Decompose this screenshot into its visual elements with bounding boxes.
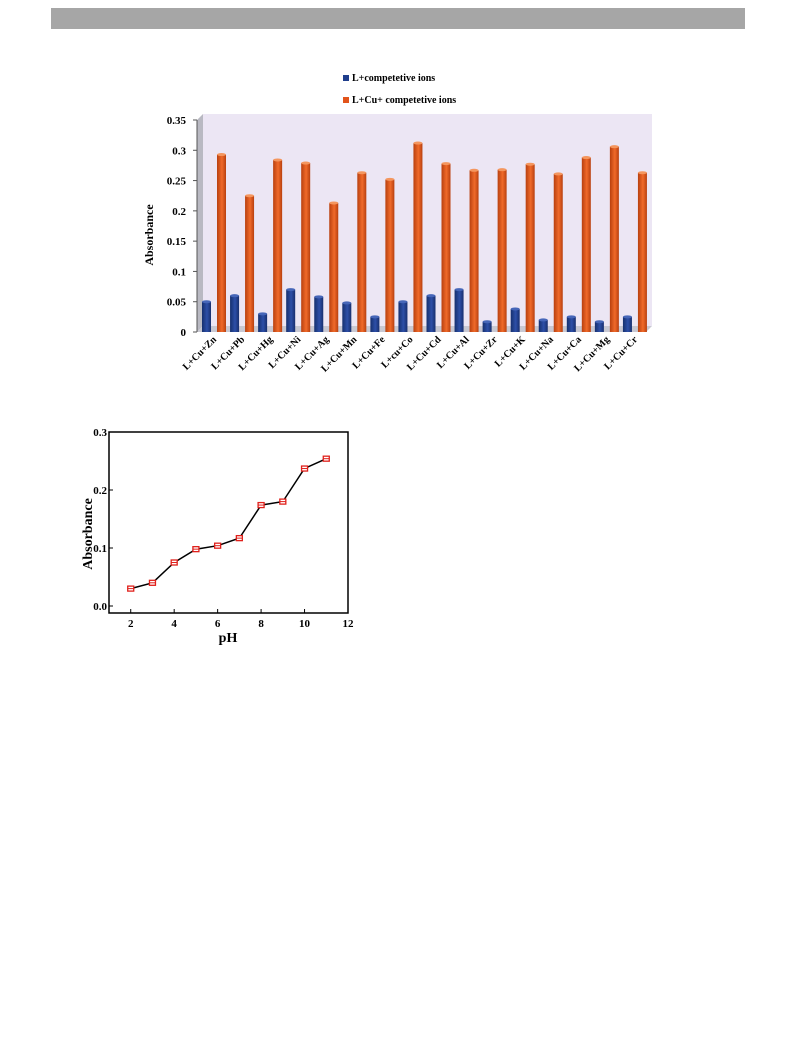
bar-l-competetive-l-cu-ca xyxy=(566,316,576,332)
line-chart-y-tick-label: 0.3 xyxy=(93,427,107,439)
bar-top-cap xyxy=(525,162,535,166)
bar-top-cap xyxy=(413,141,423,145)
bar-l-competetive-l-cu-zr xyxy=(482,321,492,332)
bar-l-cu-competetive-l-cu-mg xyxy=(609,146,619,332)
line-chart-y-label: Absorbance xyxy=(81,498,96,570)
bar-top-cap xyxy=(314,295,324,299)
bar-top-cap xyxy=(202,300,211,304)
line-chart-x-tick-label: 12 xyxy=(343,618,355,630)
bar-l-competetive-l-cu-ni xyxy=(286,289,296,332)
bar-top-cap xyxy=(230,294,240,298)
bar-l-cu-competetive-l-cu-ca xyxy=(581,157,591,332)
bar-top-cap xyxy=(385,177,395,181)
line-chart-x-tick-label: 10 xyxy=(299,618,311,630)
bar-l-cu-competetive-l-cu-co xyxy=(413,143,423,332)
bar-l-cu-competetive-l-cu-zn xyxy=(217,154,226,332)
bar-top-cap xyxy=(329,201,339,205)
bar-l-competetive-l-cu-ag xyxy=(314,296,324,332)
bar-top-cap xyxy=(342,301,352,305)
bar-chart-y-label: Absorbance xyxy=(142,204,156,266)
line-chart-y-tick-label: 0.2 xyxy=(93,485,107,497)
bar-l-competetive-l-cu-cd xyxy=(426,295,436,332)
bar-l-competetive-l-cu-k xyxy=(510,308,520,332)
bar-top-cap xyxy=(497,168,507,172)
bar-l-cu-competetive-l-cu-al xyxy=(469,170,479,332)
bar-top-cap xyxy=(594,320,604,324)
bar-chart-side-wall xyxy=(197,114,203,332)
bar-chart-y-tick-label: 0.25 xyxy=(167,176,187,188)
legend-label-l-competetive: L+competetive ions xyxy=(352,73,435,84)
bar-top-cap xyxy=(469,168,479,172)
bar-top-cap xyxy=(454,288,464,292)
bar-top-cap xyxy=(609,145,619,149)
bar-l-competetive-l-cu-na xyxy=(538,319,548,332)
bar-l-cu-competetive-l-cu-hg xyxy=(273,159,283,332)
bar-top-cap xyxy=(301,161,311,165)
bar-l-competetive-l-cu-zn xyxy=(202,301,211,332)
bar-top-cap xyxy=(370,315,380,319)
bar-l-competetive-l-cu-hg xyxy=(258,313,268,332)
line-chart-x-label: pH xyxy=(219,631,238,646)
bar-top-cap xyxy=(553,172,563,176)
bar-top-cap xyxy=(637,171,647,175)
bar-top-cap xyxy=(538,318,548,322)
legend-label-l-cu-competetive: L+Cu+ competetive ions xyxy=(352,95,456,106)
line-chart-y-tick-label: 0.0 xyxy=(93,601,107,613)
bar-chart-y-tick-label: 0.15 xyxy=(167,236,187,248)
bar-top-cap xyxy=(482,320,492,324)
legend-swatch-orange xyxy=(343,97,349,103)
bar-chart-y-tick-label: 0.35 xyxy=(167,115,187,127)
bar-l-cu-competetive-l-cu-zr xyxy=(497,169,507,332)
line-chart-x-tick-label: 6 xyxy=(215,618,221,630)
bar-l-cu-competetive-l-cu-pb xyxy=(245,195,255,332)
bar-l-competetive-l-cu-cr xyxy=(622,316,632,332)
bar-l-cu-competetive-l-cu-ni xyxy=(301,163,311,332)
bar-top-cap xyxy=(217,153,226,157)
bar-chart-y-tick-label: 0.1 xyxy=(172,266,186,278)
bar-chart-y-tick-label: 0 xyxy=(181,327,187,339)
bar-top-cap xyxy=(622,315,632,319)
bar-top-cap xyxy=(245,194,255,198)
bar-chart-y-tick-label: 0.3 xyxy=(172,145,186,157)
bar-top-cap xyxy=(398,300,408,304)
bar-chart-y-tick-label: 0.2 xyxy=(172,206,186,218)
bar-l-cu-competetive-l-cu-na xyxy=(553,173,563,332)
bar-top-cap xyxy=(357,171,367,175)
line-chart-y-tick-label: 0.1 xyxy=(93,543,107,555)
bar-l-competetive-l-cu-mg xyxy=(594,321,604,332)
bar-top-cap xyxy=(426,294,436,298)
competitive-ions-bar-chart: 00.050.10.150.20.250.30.35 L+Cu+ZnL+Cu+P… xyxy=(142,73,652,375)
bar-l-cu-competetive-l-cu-ag xyxy=(329,202,339,332)
bar-l-competetive-l-cu-fe xyxy=(370,316,380,332)
bar-top-cap xyxy=(273,158,283,162)
bar-l-competetive-l-cu-al xyxy=(454,289,464,332)
line-chart-x-tick-label: 4 xyxy=(171,618,177,630)
bar-l-cu-competetive-l-cu-k xyxy=(525,164,535,332)
bar-l-cu-competetive-l-cu-cr xyxy=(637,172,647,332)
bar-chart-y-tick-label: 0.05 xyxy=(167,297,187,309)
legend-swatch-blue xyxy=(343,75,349,81)
line-chart-x-tick-label: 8 xyxy=(258,618,264,630)
line-chart-frame xyxy=(108,431,349,614)
bar-l-competetive-l-cu-pb xyxy=(230,295,240,332)
bar-l-cu-competetive-l-cu-mn xyxy=(357,172,367,332)
bar-l-cu-competetive-l-cu-fe xyxy=(385,179,395,332)
bar-top-cap xyxy=(581,156,591,160)
bar-top-cap xyxy=(286,288,296,292)
bar-l-competetive-l-cu-mn xyxy=(342,302,352,332)
bar-l-cu-competetive-l-cu-cd xyxy=(441,163,451,332)
header-bar xyxy=(51,8,745,29)
bar-top-cap xyxy=(441,162,451,166)
bar-top-cap xyxy=(510,307,520,311)
line-chart-x-tick-label: 2 xyxy=(128,618,134,630)
ph-absorbance-line xyxy=(130,458,327,590)
bar-chart-floor xyxy=(197,326,652,332)
bar-l-competetive-l-cu-co xyxy=(398,301,408,332)
bar-top-cap xyxy=(258,312,268,316)
bar-top-cap xyxy=(566,315,576,319)
